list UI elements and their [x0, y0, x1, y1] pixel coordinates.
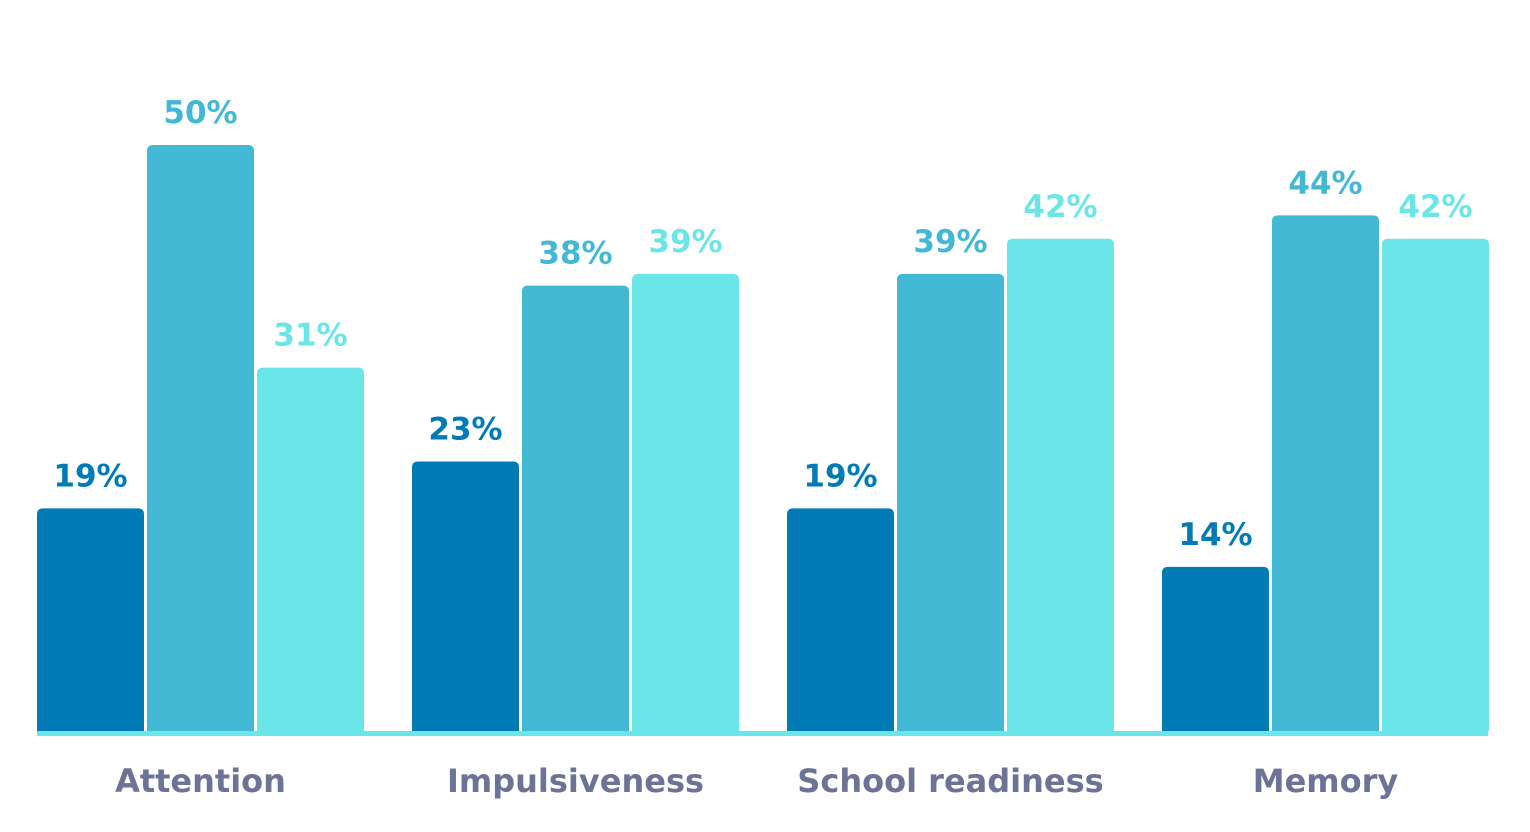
value-label-school-readiness-series-3: 42%: [1023, 189, 1097, 225]
bar-school-readiness-series-1: [787, 508, 894, 731]
value-label-memory-series-3: 42%: [1398, 189, 1472, 225]
bar-impulsiveness-series-3: [632, 273, 739, 731]
value-label-impulsiveness-series-2: 38%: [538, 236, 612, 272]
value-label-impulsiveness-series-3: 39%: [648, 224, 722, 260]
value-label-memory-series-2: 44%: [1288, 165, 1362, 201]
category-label-school-readiness: School readiness: [797, 762, 1103, 800]
x-axis-baseline: [37, 731, 1488, 736]
bar-memory-series-2: [1272, 215, 1379, 731]
category-labels-layer: Attention Impulsiveness School readiness Me…: [115, 762, 1398, 800]
value-label-memory-series-1: 14%: [1178, 517, 1252, 553]
bar-impulsiveness-series-2: [522, 285, 629, 731]
value-labels-layer: 19% 50% 31% 23% 38% 39% 19% 39% 42% 14% 44% 42%: [53, 95, 1472, 553]
bar-memory-series-1: [1162, 566, 1269, 731]
value-label-attention-series-3: 31%: [273, 318, 347, 354]
value-label-attention-series-1: 19%: [53, 458, 127, 494]
bar-attention-series-1: [37, 508, 144, 731]
bar-attention-series-2: [147, 145, 254, 731]
value-label-attention-series-2: 50%: [163, 95, 237, 131]
value-label-school-readiness-series-1: 19%: [803, 458, 877, 494]
bar-memory-series-3: [1382, 238, 1489, 731]
bar-impulsiveness-series-1: [412, 461, 519, 731]
category-label-memory: Memory: [1253, 762, 1399, 800]
bar-school-readiness-series-3: [1007, 238, 1114, 731]
bar-attention-series-3: [257, 367, 364, 731]
bars-layer: [37, 145, 1489, 731]
category-label-attention: Attention: [115, 762, 286, 800]
category-label-impulsiveness: Impulsiveness: [447, 762, 704, 800]
value-label-school-readiness-series-2: 39%: [913, 224, 987, 260]
value-label-impulsiveness-series-1: 23%: [428, 411, 502, 447]
bar-school-readiness-series-2: [897, 273, 1004, 731]
